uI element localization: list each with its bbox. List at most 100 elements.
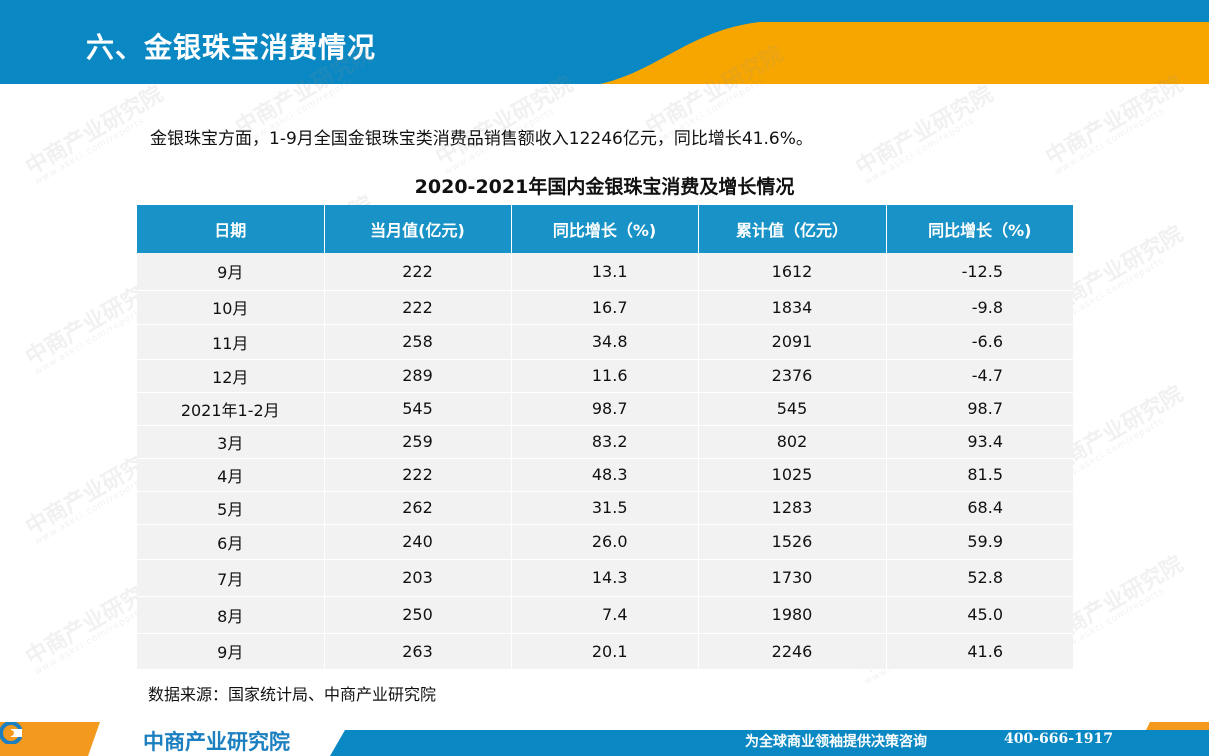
table-row: 9月 263 20.1 2246 41.6 — [137, 633, 1073, 670]
table-row: 12月 289 11.6 2376 -4.7 — [137, 359, 1073, 393]
table-row: 4月 222 48.3 1025 81.5 — [137, 458, 1073, 492]
table-row: 8月 250 7.4 1980 45.0 — [137, 596, 1073, 634]
watermark-url: www.askci.com/reports — [1053, 106, 1167, 178]
watermark-url: www.askci.com/reports — [1053, 416, 1167, 488]
cell-date: 9月 — [137, 633, 325, 670]
cell-date: 5月 — [137, 491, 325, 525]
cell-date: 2021年1-2月 — [137, 392, 325, 426]
table-row: 7月 203 14.3 1730 52.8 — [137, 559, 1073, 597]
cell-monthly-value: 289 — [324, 359, 512, 393]
cell-date: 8月 — [137, 596, 325, 634]
cell-cumulative-value: 2091 — [698, 324, 887, 360]
column-header-cumulative-value: 累计值（亿元） — [698, 205, 887, 253]
cell-cumulative-value: 1526 — [698, 524, 887, 560]
column-header-monthly-growth: 同比增长（%) — [511, 205, 699, 253]
cell-monthly-growth: 34.8 — [511, 324, 699, 360]
cell-date: 4月 — [137, 458, 325, 492]
watermark-url: www.askci.com/reports — [1053, 256, 1167, 328]
table-row: 2021年1-2月 545 98.7 545 98.7 — [137, 392, 1073, 426]
table-body: 9月 222 13.1 1612 -12.5 10月 222 16.7 1834 -9.8 11月 2… — [137, 253, 1073, 670]
cell-cumulative-value: 2376 — [698, 359, 887, 393]
cell-monthly-growth: 11.6 — [511, 359, 699, 393]
cell-cumulative-value: 2246 — [698, 633, 887, 670]
cell-monthly-value: 263 — [324, 633, 512, 670]
page-title: 六、金银珠宝消费情况 — [86, 31, 377, 64]
cell-cumulative-value: 802 — [698, 425, 887, 459]
cell-cumulative-growth: 52.8 — [886, 559, 1073, 597]
cell-monthly-growth: 20.1 — [511, 633, 699, 670]
cell-cumulative-growth: 45.0 — [886, 596, 1073, 634]
cell-cumulative-growth: -4.7 — [886, 359, 1073, 393]
cell-cumulative-growth: 98.7 — [886, 392, 1073, 426]
askci-logo-icon — [0, 722, 22, 744]
footer-phone: 400-666-1917 — [1004, 731, 1114, 747]
cell-cumulative-growth: -9.8 — [886, 290, 1073, 325]
cell-monthly-value: 250 — [324, 596, 512, 634]
cell-date: 6月 — [137, 524, 325, 560]
intro-text: 金银珠宝方面，1-9月全国金银珠宝类消费品销售额收入12246亿元，同比增长41… — [150, 129, 813, 149]
cell-monthly-growth: 98.7 — [511, 392, 699, 426]
table-title: 2020-2021年国内金银珠宝消费及增长情况 — [414, 176, 795, 198]
table-row: 3月 259 83.2 802 93.4 — [137, 425, 1073, 459]
cell-monthly-growth: 14.3 — [511, 559, 699, 597]
cell-monthly-growth: 26.0 — [511, 524, 699, 560]
cell-cumulative-growth: 59.9 — [886, 524, 1073, 560]
cell-cumulative-growth: 41.6 — [886, 633, 1073, 670]
cell-monthly-value: 258 — [324, 324, 512, 360]
cell-monthly-growth: 13.1 — [511, 253, 699, 291]
cell-cumulative-growth: -6.6 — [886, 324, 1073, 360]
footer-bar-shape — [0, 722, 1209, 756]
watermark-text: 中商产业研究院 — [431, 71, 578, 171]
column-header-date: 日期 — [137, 205, 325, 253]
cell-monthly-value: 203 — [324, 559, 512, 597]
cell-date: 9月 — [137, 253, 325, 291]
footer-logo-text: 中商产业研究院 — [143, 730, 290, 754]
table-row: 6月 240 26.0 1526 59.9 — [137, 524, 1073, 560]
data-source-note: 数据来源：国家统计局、中商产业研究院 — [148, 685, 437, 704]
table-row: 11月 258 34.8 2091 -6.6 — [137, 324, 1073, 360]
table-header-row: 日期 当月值(亿元) 同比增长（%) 累计值（亿元） 同比增长（%) — [137, 205, 1073, 253]
column-header-monthly-value: 当月值(亿元) — [324, 205, 512, 253]
cell-cumulative-value: 1980 — [698, 596, 887, 634]
cell-cumulative-value: 1834 — [698, 290, 887, 325]
watermark-text: 中商产业研究院 — [851, 81, 998, 181]
watermark-url: www.askci.com/reports — [1053, 586, 1167, 658]
cell-cumulative-value: 545 — [698, 392, 887, 426]
header-banner-shape — [0, 0, 1209, 84]
column-header-cumulative-growth: 同比增长（%) — [886, 205, 1073, 253]
footer-slogan: 为全球商业领袖提供决策咨询 — [745, 734, 927, 750]
cell-monthly-growth: 48.3 — [511, 458, 699, 492]
cell-cumulative-value: 1283 — [698, 491, 887, 525]
table-row: 10月 222 16.7 1834 -9.8 — [137, 290, 1073, 325]
cell-cumulative-value: 1730 — [698, 559, 887, 597]
cell-monthly-value: 545 — [324, 392, 512, 426]
cell-date: 3月 — [137, 425, 325, 459]
cell-monthly-value: 259 — [324, 425, 512, 459]
cell-cumulative-growth: 68.4 — [886, 491, 1073, 525]
watermark-text: 中商产业研究院 — [1041, 71, 1188, 171]
table-row: 9月 222 13.1 1612 -12.5 — [137, 253, 1073, 291]
cell-monthly-value: 222 — [324, 290, 512, 325]
cell-monthly-value: 222 — [324, 458, 512, 492]
footer-bar: 中商产业研究院 为全球商业领袖提供决策咨询 400-666-1917 — [0, 722, 1209, 756]
cell-date: 11月 — [137, 324, 325, 360]
cell-monthly-growth: 16.7 — [511, 290, 699, 325]
cell-cumulative-growth: -12.5 — [886, 253, 1073, 291]
cell-cumulative-growth: 81.5 — [886, 458, 1073, 492]
header-banner: 六、金银珠宝消费情况 — [0, 0, 1209, 84]
watermark-text: 中商产业研究院 — [21, 81, 168, 181]
cell-monthly-value: 262 — [324, 491, 512, 525]
cell-monthly-growth: 83.2 — [511, 425, 699, 459]
cell-cumulative-value: 1612 — [698, 253, 887, 291]
cell-date: 10月 — [137, 290, 325, 325]
cell-monthly-growth: 7.4 — [511, 596, 699, 634]
cell-date: 7月 — [137, 559, 325, 597]
cell-cumulative-value: 1025 — [698, 458, 887, 492]
cell-cumulative-growth: 93.4 — [886, 425, 1073, 459]
table-row: 5月 262 31.5 1283 68.4 — [137, 491, 1073, 525]
cell-monthly-value: 222 — [324, 253, 512, 291]
consumption-table: 日期 当月值(亿元) 同比增长（%) 累计值（亿元） 同比增长（%) 9月 222… — [137, 205, 1073, 670]
cell-date: 12月 — [137, 359, 325, 393]
cell-monthly-value: 240 — [324, 524, 512, 560]
